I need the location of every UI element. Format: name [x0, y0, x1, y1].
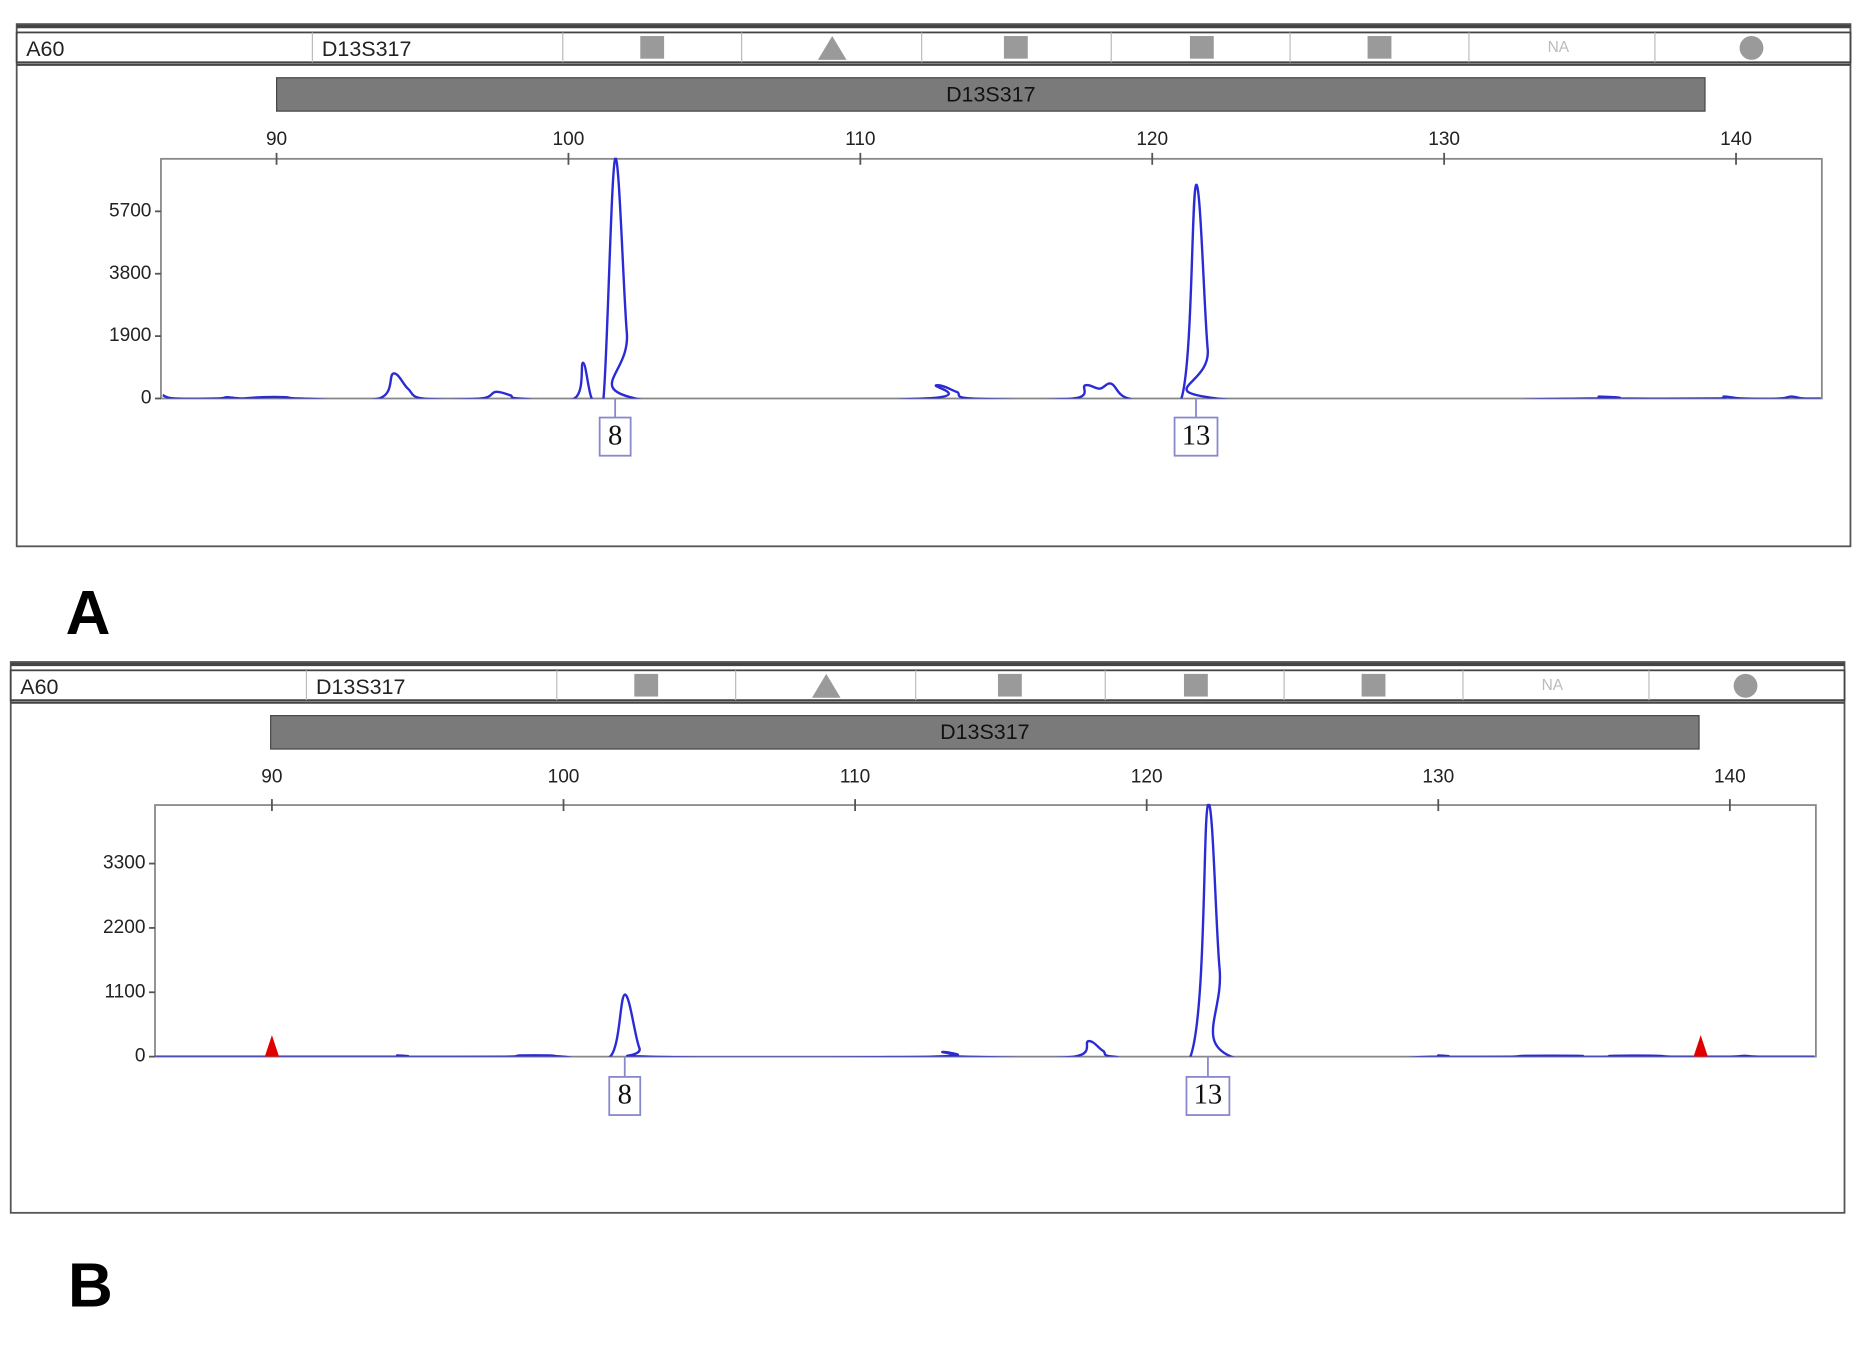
- x-tick-label: 120: [1136, 129, 1168, 150]
- allele-label: 13: [1194, 1080, 1223, 1111]
- x-tick-label: 120: [1131, 767, 1163, 788]
- size-marker: [1693, 1035, 1708, 1057]
- status-square: [1183, 673, 1208, 697]
- plot-area: [160, 157, 1823, 400]
- x-tick-label: 130: [1428, 129, 1460, 150]
- trace: [162, 157, 1821, 399]
- panel: A60 D13S317 NA D13S317 90 100 110 120 130 140 0 110…: [9, 661, 1846, 1321]
- y-tick-label: 2200: [103, 917, 145, 938]
- status-circle: [1733, 673, 1758, 698]
- bin-label: D13S317: [946, 82, 1035, 106]
- status-triangle: [817, 36, 847, 60]
- status-square: [1189, 36, 1214, 59]
- trace: [155, 803, 1815, 1057]
- status-square: [1361, 673, 1386, 697]
- x-tick-label: 90: [266, 129, 287, 150]
- status-square: [634, 673, 659, 697]
- x-tick-label: 140: [1720, 129, 1752, 150]
- allele-box: [1173, 416, 1219, 457]
- x-tick-label: 100: [548, 767, 580, 788]
- sample-name: A60: [26, 37, 64, 61]
- allele-box: [1185, 1076, 1231, 1116]
- status-circle: [1739, 36, 1764, 60]
- status-text: NA: [1542, 677, 1564, 694]
- y-tick-label: 3300: [103, 853, 145, 874]
- allele-box: [608, 1076, 642, 1116]
- plot-area: [154, 804, 1817, 1058]
- y-tick-label: 5700: [109, 200, 151, 221]
- size-marker: [264, 1035, 280, 1057]
- header-row: [15, 31, 1852, 64]
- x-tick-label: 110: [840, 767, 870, 788]
- status-square: [1003, 36, 1028, 59]
- y-tick-label: 0: [141, 388, 152, 409]
- bin-bar: [270, 715, 1700, 750]
- sample-name: A60: [20, 675, 58, 699]
- status-text: NA: [1548, 39, 1570, 56]
- marker-name: D13S317: [316, 675, 405, 699]
- status-square: [997, 673, 1022, 697]
- x-tick-label: 130: [1422, 767, 1454, 788]
- marker-name: D13S317: [322, 37, 411, 61]
- bin-bar: [276, 77, 1706, 112]
- x-tick-label: 90: [261, 767, 282, 788]
- y-tick-label: 0: [135, 1046, 146, 1067]
- status-triangle: [811, 673, 841, 698]
- allele-box: [598, 416, 632, 457]
- bin-label: D13S317: [940, 720, 1029, 744]
- x-tick-label: 140: [1714, 767, 1746, 788]
- x-tick-label: 110: [845, 129, 875, 150]
- x-tick-label: 100: [553, 129, 585, 150]
- y-tick-label: 1900: [109, 325, 151, 346]
- allele-label: 8: [608, 420, 622, 451]
- y-tick-label: 1100: [104, 981, 145, 1002]
- panel: A60 D13S317 NA D13S317 90 100 110 120 130 140 0 190…: [15, 23, 1852, 648]
- panel-letter: B: [68, 1252, 113, 1321]
- header-row: [9, 669, 1846, 702]
- allele-label: 8: [618, 1080, 632, 1111]
- allele-label: 13: [1182, 420, 1211, 451]
- y-tick-label: 3800: [109, 263, 151, 284]
- status-square: [1367, 36, 1392, 59]
- panel-letter: A: [66, 579, 111, 648]
- status-square: [640, 36, 665, 59]
